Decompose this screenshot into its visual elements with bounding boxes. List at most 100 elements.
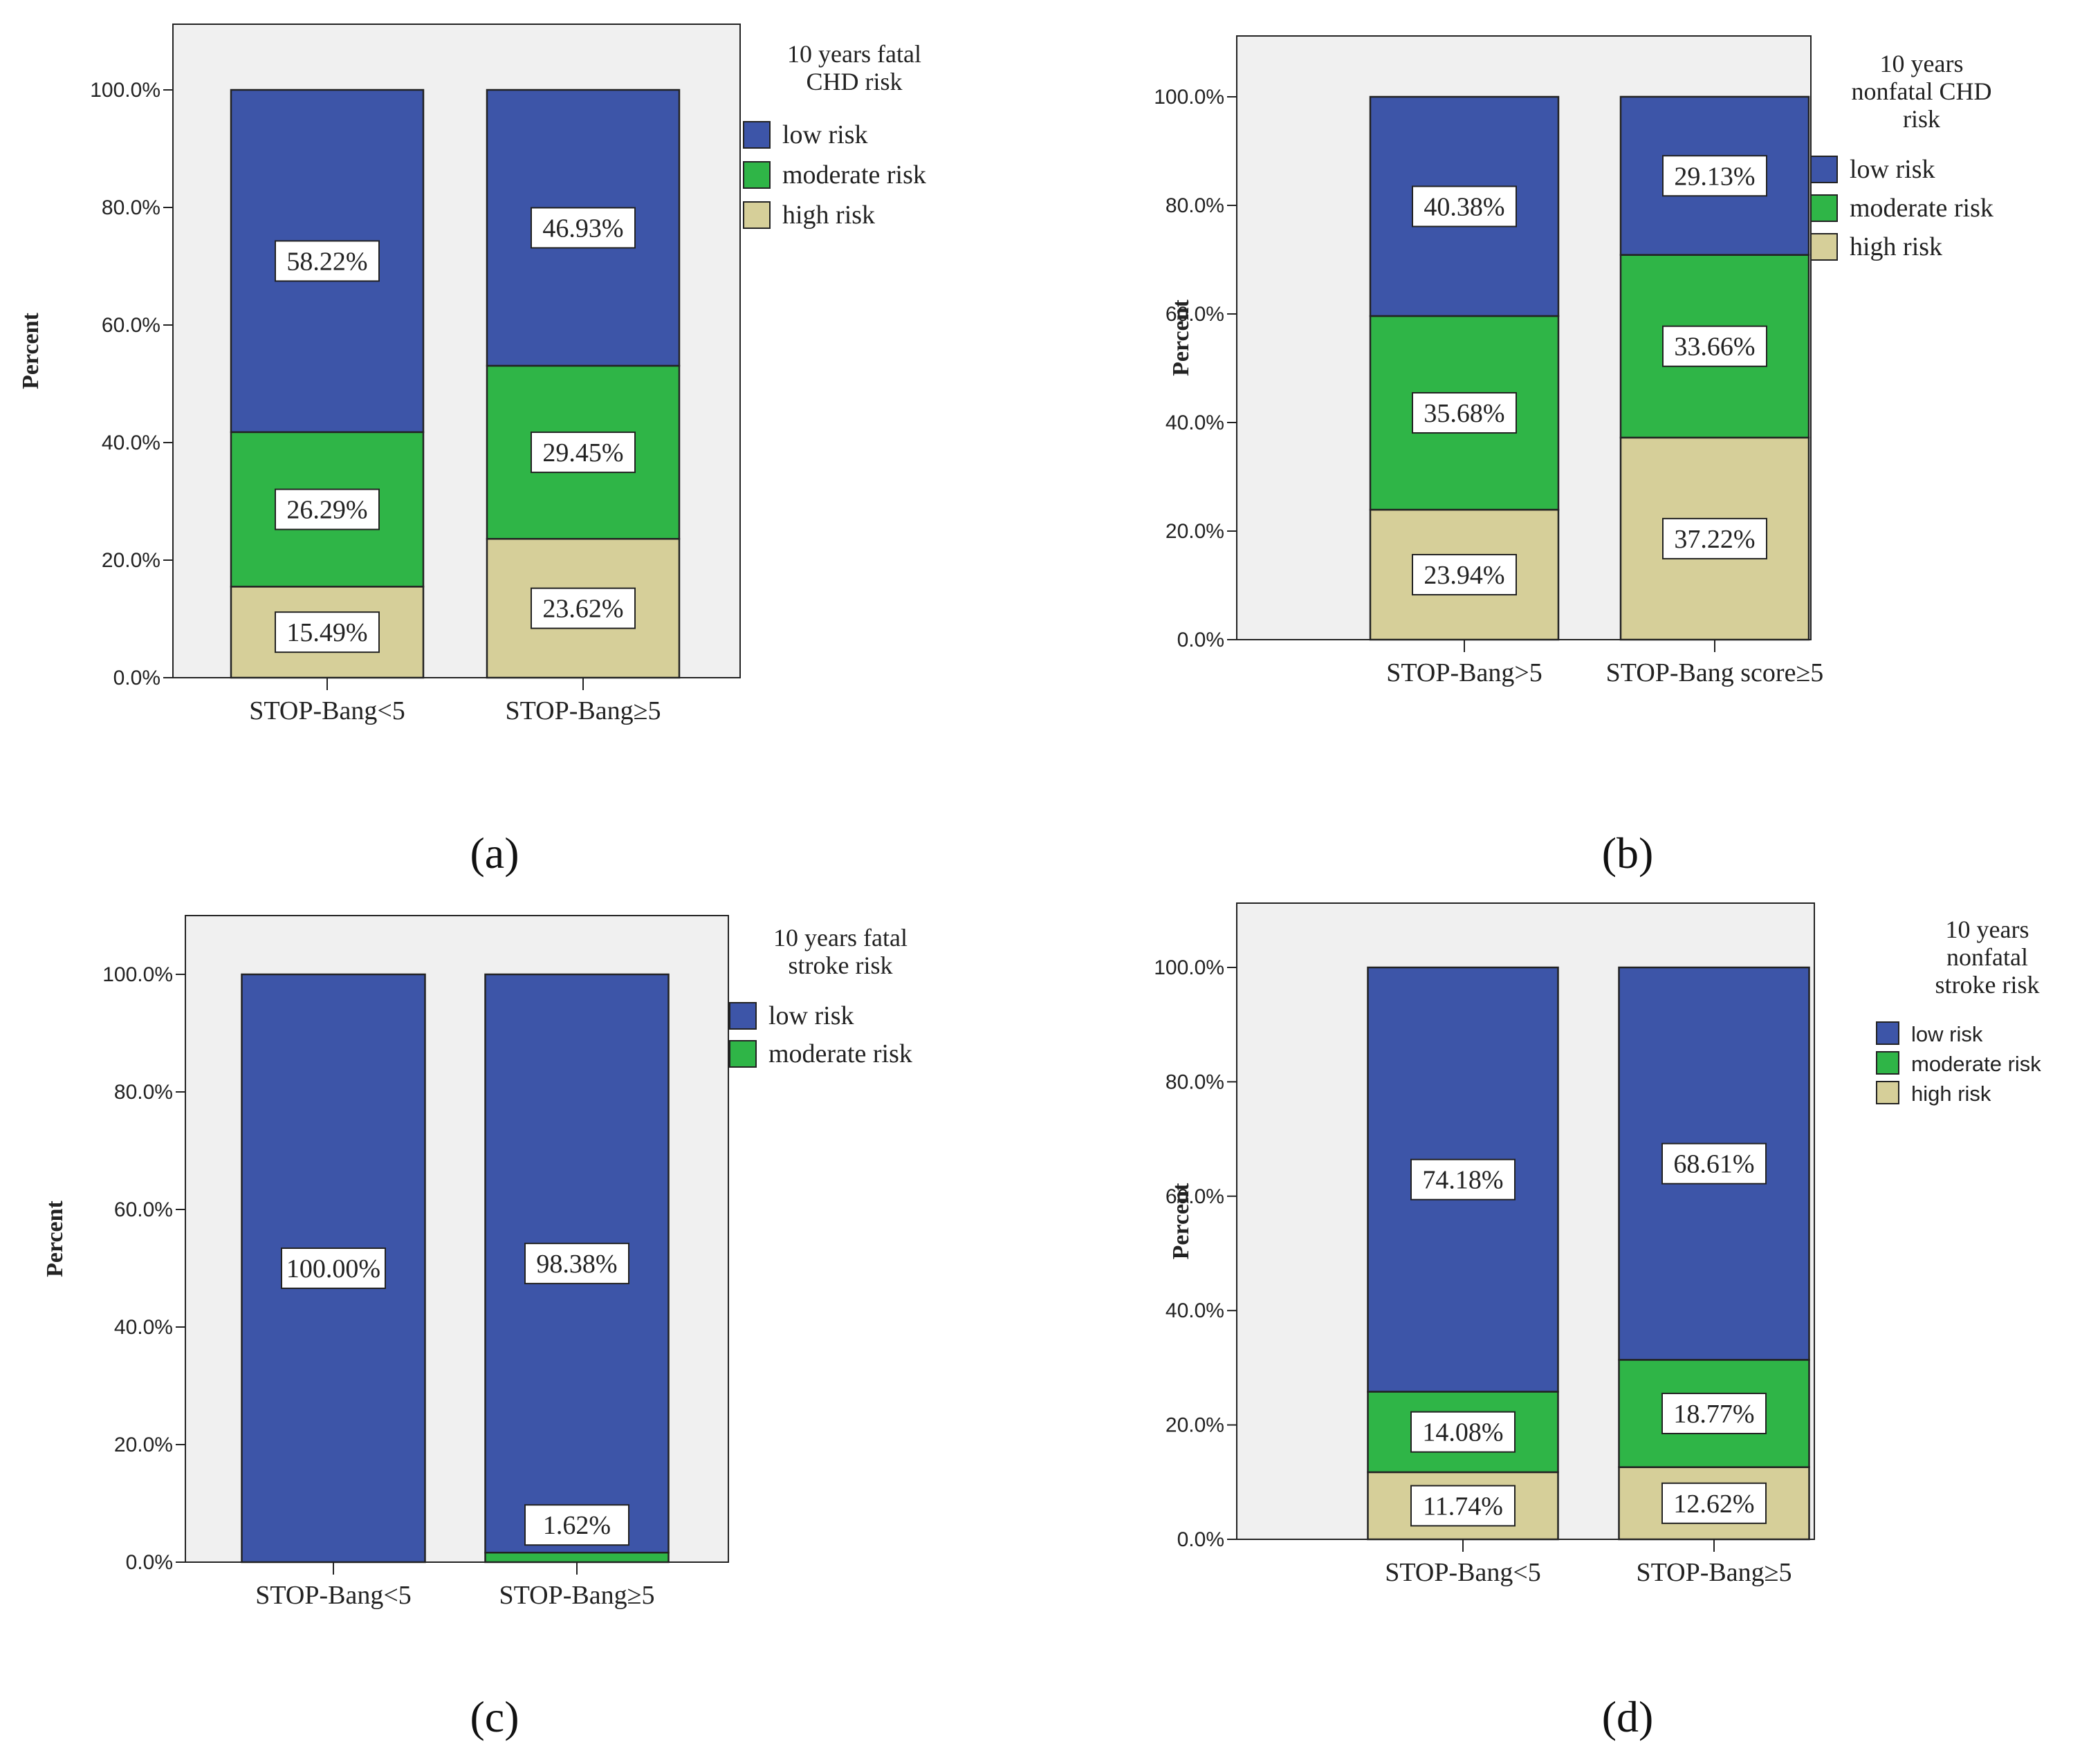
y-tick-label: 60.0% bbox=[1166, 303, 1224, 326]
data-label-box bbox=[1661, 1142, 1767, 1185]
legend-label: low risk bbox=[1850, 155, 1935, 184]
legend-swatch bbox=[743, 201, 771, 229]
legend-swatch bbox=[1810, 233, 1838, 261]
y-tick-label: 40.0% bbox=[1166, 411, 1224, 434]
legend-swatch bbox=[1876, 1081, 1899, 1104]
x-tick-label: STOP-Bang>5 bbox=[1386, 658, 1542, 687]
legend-label: moderate risk bbox=[1850, 194, 1993, 223]
x-tick-label: STOP-Bang≥5 bbox=[499, 1581, 655, 1610]
y-tick-label: 40.0% bbox=[114, 1316, 173, 1339]
legend-title: stroke risk bbox=[789, 952, 893, 979]
y-tick-label: 80.0% bbox=[1166, 1070, 1224, 1093]
legend-label: moderate risk bbox=[782, 160, 926, 189]
data-label: 46.93% bbox=[542, 214, 623, 243]
y-tick-label: 40.0% bbox=[102, 432, 160, 454]
x-tick-label: STOP-Bang score≥5 bbox=[1606, 658, 1824, 687]
legend-swatch bbox=[743, 121, 771, 149]
legend-label: high risk bbox=[782, 201, 875, 230]
x-tick-label: STOP-Bang<5 bbox=[255, 1581, 412, 1610]
legend-title: 10 years fatal bbox=[773, 924, 908, 952]
chart-b-svg: 0.0% 20.0% 40.0% 60.0% 80.0% 100.0% Percent 23.… bbox=[1154, 35, 1993, 878]
data-label: 26.29% bbox=[286, 496, 367, 525]
data-label: 37.22% bbox=[1674, 525, 1755, 554]
legend-label: moderate risk bbox=[1911, 1052, 2041, 1076]
data-label-box bbox=[1410, 1411, 1516, 1453]
chart-a-svg: 0.0% 20.0% 40.0% 60.0% 80.0% 100.0% Percent 15.… bbox=[18, 24, 926, 878]
data-label: 33.66% bbox=[1674, 333, 1755, 362]
x-tick-label: STOP-Bang≥5 bbox=[1637, 1558, 1792, 1587]
y-tick-label: 20.0% bbox=[114, 1434, 173, 1456]
y-tick-label: 0.0% bbox=[126, 1551, 173, 1574]
data-label-box bbox=[281, 1248, 386, 1289]
legend-title: stroke risk bbox=[1935, 971, 2040, 999]
x-tick-label: STOP-Bang<5 bbox=[1385, 1558, 1541, 1587]
y-axis-label: Percent bbox=[42, 1200, 68, 1277]
data-label: 98.38% bbox=[536, 1250, 617, 1279]
chart-panel-b: 0.0% 20.0% 40.0% 60.0% 80.0% 100.0% Percent 23.… bbox=[1050, 0, 2100, 881]
y-tick-label: 100.0% bbox=[90, 79, 160, 102]
legend-swatch bbox=[1810, 156, 1838, 183]
data-label-box bbox=[275, 240, 380, 282]
y-axis-label: Percent bbox=[18, 312, 44, 389]
legend-title: nonfatal CHD bbox=[1852, 77, 1992, 105]
y-tick-label: 60.0% bbox=[114, 1198, 173, 1221]
panel-caption: (d) bbox=[1602, 1692, 1654, 1741]
data-label: 35.68% bbox=[1424, 399, 1504, 428]
chart-d-svg: 0.0% 20.0% 40.0% 60.0% 80.0% 100.0% Percent 11.… bbox=[1154, 902, 2041, 1741]
data-label-box bbox=[1412, 392, 1517, 434]
legend-swatch bbox=[1876, 1021, 1899, 1045]
panel-caption: (a) bbox=[470, 828, 519, 878]
data-label: 15.49% bbox=[286, 618, 367, 647]
data-label-box bbox=[1661, 1482, 1767, 1524]
data-label-box bbox=[524, 1504, 629, 1546]
data-label: 58.22% bbox=[286, 247, 367, 276]
legend-label: low risk bbox=[782, 120, 868, 149]
legend-label: high risk bbox=[1850, 232, 1942, 261]
data-label: 23.94% bbox=[1424, 561, 1504, 590]
data-label: 18.77% bbox=[1673, 1400, 1754, 1429]
data-label-box bbox=[1662, 155, 1767, 197]
legend-title: risk bbox=[1903, 105, 1940, 133]
legend-label: moderate risk bbox=[768, 1039, 912, 1068]
data-label: 74.18% bbox=[1422, 1166, 1503, 1195]
legend-title: 10 years fatal bbox=[787, 40, 921, 68]
y-axis-label: Percent bbox=[1168, 1183, 1194, 1259]
legend-swatch bbox=[1810, 194, 1838, 222]
chart-c-svg: 0.0% 20.0% 40.0% 60.0% 80.0% 100.0% Percent 100… bbox=[42, 915, 912, 1741]
data-label-box bbox=[275, 611, 380, 653]
legend-swatch bbox=[729, 1040, 757, 1068]
panel-caption: (c) bbox=[470, 1692, 519, 1741]
data-label-box bbox=[1662, 517, 1767, 559]
legend-swatch bbox=[729, 1002, 757, 1030]
data-label-box bbox=[275, 488, 380, 530]
y-tick-label: 100.0% bbox=[102, 963, 173, 986]
data-label: 23.62% bbox=[542, 595, 623, 624]
data-label-box bbox=[1412, 554, 1517, 596]
bar-segment-moderate bbox=[1367, 1391, 1559, 1474]
y-tick-label: 0.0% bbox=[113, 667, 160, 689]
y-tick-label: 100.0% bbox=[1154, 86, 1224, 109]
data-label: 12.62% bbox=[1673, 1490, 1754, 1519]
data-label-box bbox=[531, 587, 636, 629]
data-label: 14.08% bbox=[1422, 1418, 1503, 1447]
y-tick-label: 20.0% bbox=[102, 549, 160, 572]
legend-title: 10 years bbox=[1946, 916, 2029, 943]
data-label-box bbox=[531, 207, 636, 249]
data-label-box bbox=[1662, 325, 1767, 367]
chart-panel-d: 0.0% 20.0% 40.0% 60.0% 80.0% 100.0% Percent 11.… bbox=[1050, 881, 2100, 1762]
legend-label: low risk bbox=[768, 1001, 854, 1030]
data-label-box bbox=[531, 432, 636, 474]
x-tick-label: STOP-Bang≥5 bbox=[506, 696, 661, 725]
legend-swatch bbox=[743, 161, 771, 189]
data-label-box bbox=[524, 1243, 629, 1285]
y-tick-label: 80.0% bbox=[1166, 194, 1224, 217]
data-label: 40.38% bbox=[1424, 192, 1504, 221]
legend-title: nonfatal bbox=[1946, 943, 2028, 971]
data-label: 68.61% bbox=[1673, 1150, 1754, 1179]
y-tick-label: 100.0% bbox=[1154, 956, 1224, 979]
y-axis-label: Percent bbox=[1168, 299, 1194, 375]
bar-segment-moderate bbox=[484, 1551, 670, 1564]
data-label-box bbox=[1410, 1158, 1516, 1200]
legend-label: high risk bbox=[1911, 1082, 1991, 1106]
data-label-box bbox=[1412, 185, 1517, 228]
